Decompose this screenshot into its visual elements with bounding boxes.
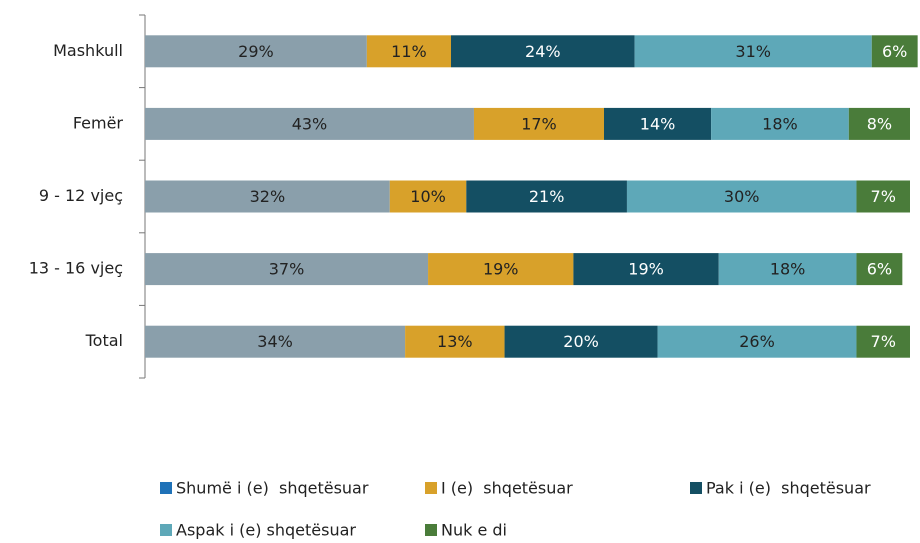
legend-swatch (160, 482, 172, 494)
bar-segment (466, 180, 627, 213)
value-label: 43% (292, 114, 328, 133)
bar-segment (428, 253, 574, 286)
value-label: 6% (882, 42, 907, 61)
bar-segment (473, 107, 604, 140)
legend-label: Shumë i (e) shqetësuar (176, 479, 369, 498)
bar-segment (856, 325, 910, 358)
bar-segment (366, 35, 451, 68)
value-label: 8% (867, 114, 892, 133)
legend-label: Pak i (e) shqetësuar (706, 479, 871, 498)
value-label: 31% (735, 42, 771, 61)
value-label: 7% (871, 187, 896, 206)
bar-segment (145, 325, 406, 358)
value-label: 18% (770, 260, 806, 279)
bar-segment (711, 107, 849, 140)
bar-segment (848, 107, 910, 140)
value-label: 18% (762, 114, 798, 133)
bar-segment (573, 253, 719, 286)
value-label: 20% (563, 332, 599, 351)
bar-segment (389, 180, 467, 213)
bar-segment (451, 35, 635, 68)
bar-segment (145, 253, 429, 286)
value-label: 10% (410, 187, 446, 206)
value-label: 37% (269, 260, 305, 279)
value-label: 13% (437, 332, 473, 351)
legend-label: Nuk e di (441, 521, 507, 540)
value-label: 19% (483, 260, 519, 279)
value-label: 26% (739, 332, 775, 351)
value-label: 19% (628, 260, 664, 279)
y-tick-label: Femër (73, 113, 124, 132)
y-tick-label: Total (85, 331, 123, 350)
value-label: 11% (391, 42, 427, 61)
y-tick-label: 9 - 12 vjeç (39, 186, 123, 205)
bar-segment (634, 35, 872, 68)
value-label: 30% (724, 187, 760, 206)
legend-swatch (690, 482, 702, 494)
y-tick-label: 13 - 16 vjeç (29, 259, 123, 278)
value-label: 17% (521, 114, 557, 133)
bar-segment (504, 325, 658, 358)
legend-swatch (425, 524, 437, 536)
bar-segment (145, 107, 474, 140)
value-label: 29% (238, 42, 274, 61)
legend-label: Aspak i (e) shqetësuar (176, 521, 356, 540)
value-label: 7% (871, 332, 896, 351)
bar-segment (657, 325, 857, 358)
bar-segment (856, 180, 910, 213)
bar-segment (718, 253, 857, 286)
value-label: 24% (525, 42, 561, 61)
value-label: 6% (867, 260, 892, 279)
bar-segment (405, 325, 505, 358)
bar-segment (626, 180, 857, 213)
value-label: 21% (529, 187, 565, 206)
legend-swatch (425, 482, 437, 494)
legend-label: I (e) shqetësuar (441, 479, 573, 498)
legend-swatch (160, 524, 172, 536)
value-label: 34% (257, 332, 293, 351)
bar-segment (604, 107, 712, 140)
value-label: 32% (250, 187, 286, 206)
bar-segment (145, 180, 390, 213)
value-label: 14% (640, 114, 676, 133)
bar-segment (871, 35, 918, 68)
bar-segment (145, 35, 367, 68)
bar-segment (856, 253, 903, 286)
y-tick-label: Mashkull (53, 41, 123, 60)
